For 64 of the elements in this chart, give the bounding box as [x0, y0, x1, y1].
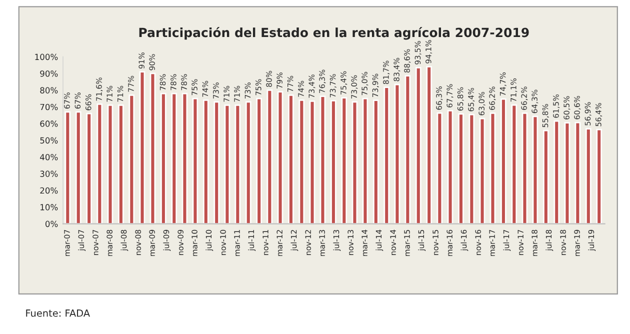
bar [107, 104, 114, 224]
bar [330, 100, 336, 224]
bar [436, 112, 443, 224]
bar [298, 100, 305, 224]
bar [596, 128, 602, 224]
y-tick-label: 90% [40, 70, 58, 77]
bar [202, 100, 209, 224]
bar [426, 66, 432, 224]
bar [522, 112, 528, 224]
bar [139, 71, 146, 224]
bar [384, 86, 390, 224]
y-tick-label: 60% [40, 120, 58, 127]
bar [554, 120, 560, 224]
bar [341, 97, 348, 224]
bar [234, 104, 241, 224]
bar [214, 101, 220, 224]
bar [288, 94, 294, 224]
bar [320, 96, 326, 224]
y-tick-label: 100% [35, 54, 58, 60]
bar [415, 66, 422, 224]
bar [224, 104, 230, 224]
bar [266, 89, 273, 224]
y-tick-label: 80% [40, 87, 58, 94]
bar [245, 101, 252, 224]
bar [150, 72, 156, 224]
chart-title: Participación del Estado en la renta agrícola 2007-2019 [139, 27, 529, 40]
bar [585, 128, 592, 224]
bar [128, 94, 135, 224]
bar [479, 118, 486, 224]
bar [447, 110, 454, 224]
bar [394, 84, 400, 224]
source-note: Fuente: FADA [26, 310, 90, 317]
bar [64, 111, 71, 224]
y-tick-label: 30% [40, 170, 58, 177]
y-tick-label: 70% [40, 104, 58, 110]
bar [309, 100, 316, 224]
y-tick-label: 0% [45, 220, 58, 228]
bar [532, 116, 538, 224]
bar [277, 91, 284, 224]
bar [373, 100, 379, 224]
bar [500, 98, 506, 224]
y-tick-label: 10% [40, 204, 58, 210]
bar [543, 130, 549, 224]
bar [96, 104, 103, 224]
bar [160, 92, 166, 224]
bar [86, 112, 92, 224]
bar [192, 98, 198, 224]
bar [75, 111, 82, 224]
bar [182, 92, 188, 224]
bar [564, 122, 570, 224]
y-tick-label: 50% [40, 137, 58, 144]
bar [171, 92, 178, 224]
bar [574, 122, 581, 224]
bar [256, 98, 262, 224]
bar [511, 104, 518, 224]
bar [468, 114, 475, 224]
bar [118, 104, 124, 224]
bar [404, 75, 411, 224]
bar [458, 113, 464, 224]
bar [352, 101, 358, 224]
y-tick-label: 40% [40, 154, 58, 160]
bar [490, 112, 496, 224]
y-tick-label: 20% [40, 187, 58, 194]
bar [362, 98, 368, 224]
